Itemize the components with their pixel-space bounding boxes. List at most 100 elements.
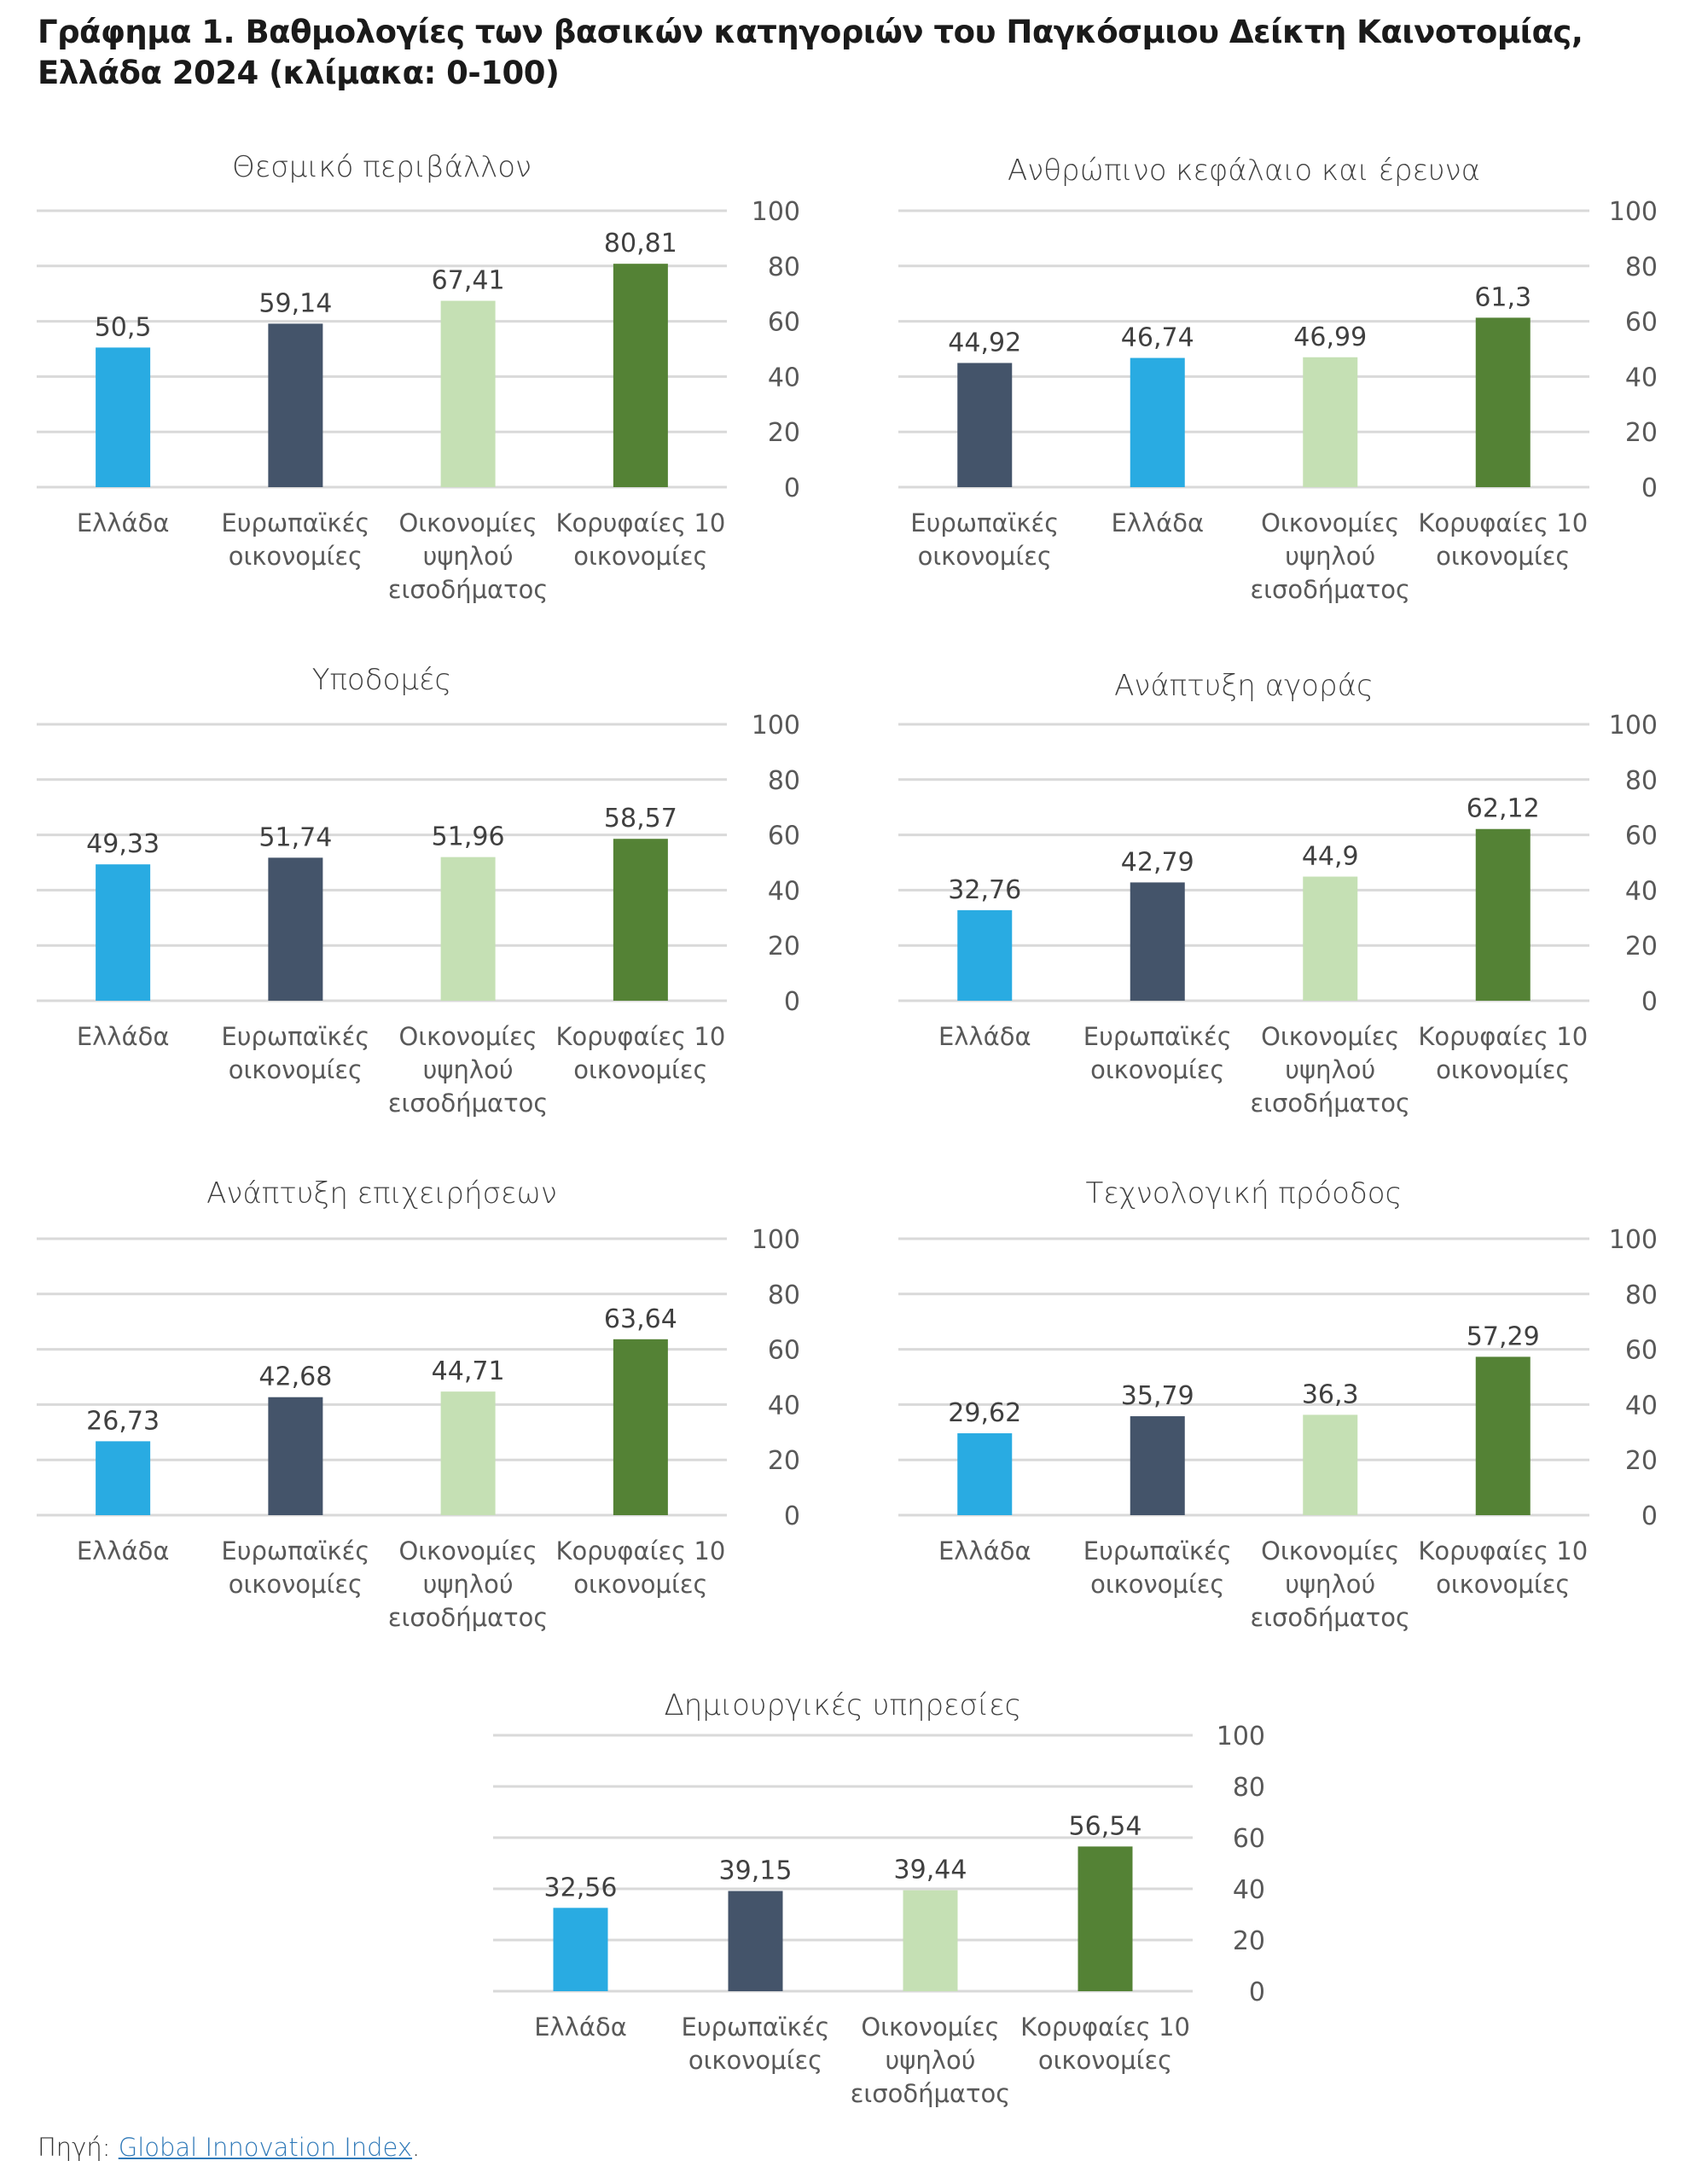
x-tick-label: οικονομίες [229,1570,363,1599]
x-tick-label: Κορυφαίες 10 [1020,2013,1190,2042]
chart-title: Ανάπτυξη επιχειρήσεων [206,1176,557,1211]
chart-title: Τεχνολογική πρόοδος [1085,1176,1402,1211]
source-label: Πηγή: [38,2133,111,2162]
data-label: 35,79 [1121,1381,1194,1411]
x-tick-label: Ελλάδα [534,2013,627,2042]
bar-chart-2: Ανθρώπινο κεφάλαιο και έρευνα 0 20 40 60 80 10… [898,154,1658,604]
bar [613,264,668,487]
y-tick-label: 40 [1625,363,1658,392]
y-tick-label: 40 [768,876,800,906]
x-tick-label: Κορυφαίες 10 [1418,508,1588,537]
x-tick-label: Ευρωπαϊκές [221,508,369,537]
data-label: 44,92 [948,328,1021,357]
data-label: 39,44 [894,1856,967,1885]
x-tick-label: οικονομίες [918,542,1052,571]
x-tick-label: οικονομίες [1038,2046,1172,2075]
figure-title: Γράφημα 1. Βαθμολογίες των βασικών κατηγ… [38,12,1676,94]
y-tick-label: 100 [1609,197,1658,227]
bar [553,1908,608,1991]
data-label: 26,73 [86,1406,160,1436]
x-tick-label: υψηλού [423,1570,514,1599]
data-label: 59,14 [258,288,332,318]
data-label: 49,33 [86,829,160,859]
bar [957,909,1013,1001]
y-tick-label: 20 [768,1446,800,1476]
y-tick-label: 80 [1625,1281,1658,1310]
x-tick-label: εισοδήματος [1250,1603,1410,1632]
bar [268,1397,323,1515]
x-tick-label: Ευρωπαϊκές [682,2013,830,2042]
data-label: 46,99 [1293,322,1367,352]
y-tick-label: 100 [1217,1722,1265,1751]
x-tick-label: Οικονομίες [398,1536,537,1565]
y-tick-label: 40 [768,363,800,392]
y-tick-label: 60 [1625,822,1658,851]
bar [440,300,496,487]
x-tick-label: εισοδήματος [1250,1089,1410,1118]
x-tick-label: εισοδήματος [851,2079,1011,2108]
x-tick-label: Οικονομίες [861,2013,999,2042]
x-tick-label: εισοδήματος [1250,575,1410,604]
x-tick-label: οικονομίες [573,1055,707,1084]
data-label: 50,5 [95,312,152,342]
bar [613,839,668,1001]
y-tick-label: 40 [1233,1875,1265,1905]
y-tick-label: 40 [1625,876,1658,906]
y-tick-label: 100 [752,197,800,227]
bar-chart-7: Δημιουργικές υπηρεσίες 0 20 40 60 80 100 32,56 Ε… [493,1688,1265,2108]
y-tick-label: 0 [1641,473,1658,503]
x-tick-label: Ευρωπαϊκές [221,1536,369,1565]
y-tick-label: 20 [1233,1926,1265,1956]
data-label: 44,71 [432,1356,505,1386]
bar-chart-4: Ανάπτυξη αγοράς 0 20 40 60 80 100 32,76 Ελλάδα 42… [898,669,1658,1118]
figure-title-line-1: Γράφημα 1. Βαθμολογίες των βασικών κατηγ… [38,14,1583,50]
y-tick-label: 60 [768,1336,800,1366]
x-tick-label: οικονομίες [229,542,363,571]
x-tick-label: οικονομίες [229,1055,363,1084]
x-tick-label: οικονομίες [573,1570,707,1599]
data-label: 44,9 [1302,842,1359,872]
y-tick-label: 20 [768,932,800,961]
x-tick-label: Κορυφαίες 10 [1418,1536,1588,1565]
x-tick-label: Ελλάδα [938,1022,1031,1051]
x-tick-label: Κορυφαίες 10 [555,508,725,537]
x-tick-label: Ελλάδα [77,1022,170,1051]
data-label: 56,54 [1069,1811,1142,1841]
chart-title: Ανάπτυξη αγοράς [1114,669,1374,703]
x-tick-label: οικονομίες [1090,1055,1224,1084]
data-label: 67,41 [432,266,505,296]
bar [957,363,1013,487]
x-tick-label: οικονομίες [1436,1570,1570,1599]
bar-chart-1: Θεσμικό περιβάλλον 0 20 40 60 80 100 50,5 Ελλάδα… [37,150,800,604]
data-label: 36,3 [1302,1380,1359,1409]
bar-chart-5: Ανάπτυξη επιχειρήσεων 0 20 40 60 80 100 26,73 Ελ… [37,1176,800,1632]
y-tick-label: 80 [1625,766,1658,796]
x-tick-label: οικονομίες [573,542,707,571]
y-tick-label: 0 [1249,1978,1265,2007]
bar [903,1890,958,1991]
bar [1130,1416,1185,1515]
x-tick-label: οικονομίες [688,2046,822,2075]
bar-chart-6: Τεχνολογική πρόοδος 0 20 40 60 80 100 29,62 Ελλά… [898,1176,1658,1632]
x-tick-label: υψηλού [1285,1570,1375,1599]
data-label: 57,29 [1467,1321,1540,1351]
chart-title: Θεσμικό περιβάλλον [232,150,532,184]
x-tick-label: εισοδήματος [388,1089,549,1118]
bar [96,1441,151,1515]
data-label: 62,12 [1467,794,1540,824]
data-label: 29,62 [948,1398,1021,1428]
x-tick-label: Ευρωπαϊκές [1083,1022,1232,1051]
source-link[interactable]: Global Innovation Index [118,2133,413,2162]
y-tick-label: 20 [1625,418,1658,448]
bar-chart-3: Υποδομές 0 20 40 60 80 100 49,33 Ελλάδα 51,74 Ευρω… [37,663,800,1118]
y-tick-label: 20 [1625,1446,1658,1476]
data-label: 80,81 [604,229,677,258]
x-tick-label: υψηλού [423,1055,514,1084]
chart-title: Δημιουργικές υπηρεσίες [665,1688,1022,1722]
x-tick-label: Οικονομίες [398,508,537,537]
x-tick-label: υψηλού [886,2046,976,2075]
x-tick-label: Ελλάδα [938,1536,1031,1565]
data-label: 32,56 [544,1873,618,1902]
x-tick-label: Ελλάδα [77,1536,170,1565]
